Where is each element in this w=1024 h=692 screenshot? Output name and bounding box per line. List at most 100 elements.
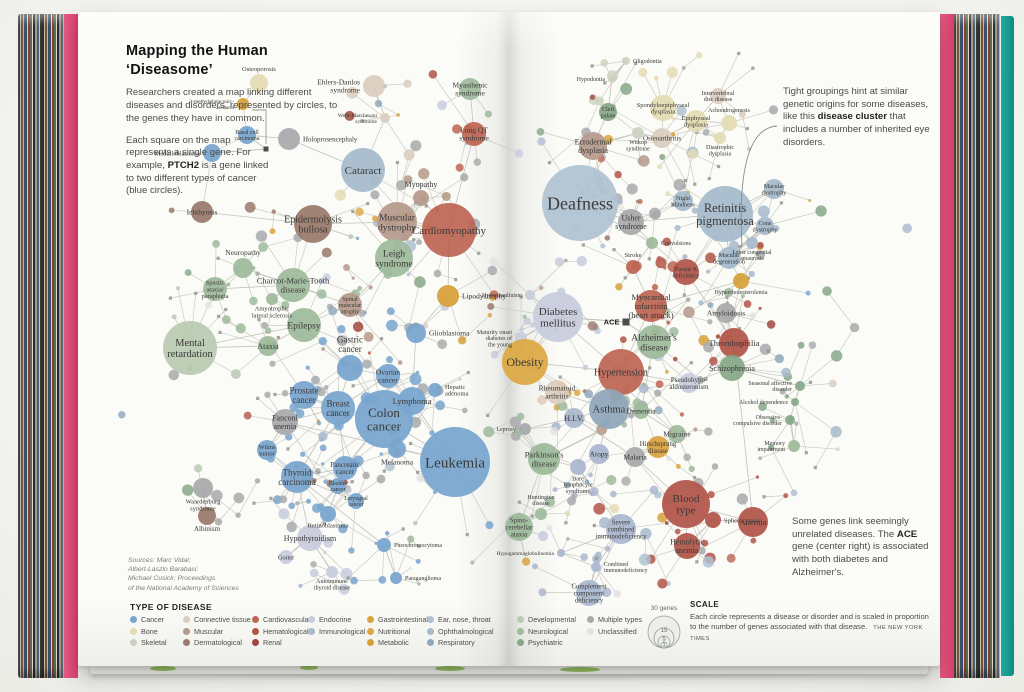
disease-label-leukemia: Leukemia (425, 455, 485, 471)
disease-label-cleftpalate: Cleft palate (601, 106, 616, 119)
satellite-node (774, 354, 784, 364)
gene-marker (592, 523, 596, 528)
page-edge-smudge (435, 666, 465, 671)
disease-label-barelymph: Bare lymphocyte syndrome (563, 475, 592, 495)
disease-node-barelymph (570, 459, 586, 475)
disease-label-parkinsons: Parkinson's disease (525, 450, 564, 469)
disease-node-retinitis (697, 186, 753, 242)
satellite-node (669, 326, 679, 337)
gene-marker (379, 337, 384, 341)
legend-column: Cancer Bone Skeletal (130, 615, 167, 650)
satellite-node (654, 406, 663, 415)
satellite-node (455, 163, 464, 172)
satellite-node (376, 474, 386, 484)
satellite-node (285, 433, 293, 441)
satellite-node (362, 471, 370, 480)
satellite-node (671, 116, 675, 121)
disease-node-cataract (341, 148, 385, 192)
legend-column: Ear, nose, throat Ophthalmological Respira… (427, 615, 494, 650)
disease-label-migraine: Migraine (663, 430, 691, 439)
legend-swatch-psychiatric (517, 639, 524, 647)
gene-marker (594, 557, 598, 561)
disease-label-goiter: Goiter (278, 554, 295, 561)
disease-node-macdeg (718, 247, 740, 269)
satellite-node (736, 493, 749, 505)
disease-label-ehlers: Ehlers-Danlos syndrome (317, 78, 361, 95)
scale-ring-label: 5 (662, 637, 666, 643)
scale-description: Each circle represents a disease or diso… (690, 612, 929, 643)
satellite-node (212, 240, 220, 248)
disease-label-wilms: Wilms tumor (258, 444, 276, 458)
disease-node-leukemia (420, 427, 490, 497)
disease-node-pheo (377, 538, 391, 552)
satellite-node (316, 387, 326, 397)
disease-label-deafness: Deafness (547, 193, 613, 213)
disease-node-holopros (278, 128, 300, 150)
disease-node-hyperchol (733, 273, 749, 289)
disease-node-waardenburg (193, 478, 213, 498)
gene-marker (395, 160, 400, 165)
satellite-node (269, 360, 276, 367)
disease-node-hypothyroid (297, 525, 323, 551)
satellite-node (536, 127, 545, 136)
satellite-node (743, 300, 752, 308)
gene-marker (424, 204, 428, 208)
satellite-node (316, 289, 327, 299)
satellite-node (317, 421, 322, 426)
legend-swatch-renal (252, 639, 259, 647)
satellite-node (701, 539, 709, 547)
satellite-node (522, 314, 527, 319)
satellite-node (681, 66, 686, 70)
satellite-node (604, 235, 611, 241)
satellite-node (385, 356, 394, 364)
disease-label-intervert: Intervertebral disc disease (702, 91, 735, 103)
satellite-node (567, 496, 577, 506)
satellite-node (264, 391, 271, 398)
disease-node-spondylo (650, 95, 676, 121)
gene-marker (350, 480, 354, 484)
gene-marker (412, 238, 416, 242)
satellite-node (709, 356, 718, 366)
disease-label-leprosy: Leprosy (496, 427, 516, 433)
satellite-node (726, 553, 736, 563)
disease-label-weill: Weill-Marchesani syndrome (338, 113, 378, 125)
satellite-node (790, 489, 798, 497)
satellite-node (657, 578, 668, 589)
disease-label-amyloidosis: Amyloidosis (707, 309, 745, 318)
disease-node-schizophrenia (719, 355, 745, 381)
legend-label: Renal (263, 638, 282, 648)
disease-node-retinoblastoma (320, 506, 336, 522)
satellite-node (651, 283, 659, 291)
satellite-node (613, 589, 621, 598)
gene-marker (612, 248, 616, 252)
legend-swatch-cardiovascular (252, 616, 259, 623)
disease-label-complement: Complement component deficiency (571, 583, 606, 604)
satellite-node (487, 313, 493, 318)
legend-label: Muscular (194, 626, 224, 636)
disease-node-stroke (626, 260, 640, 274)
disease-node-diastrophic (714, 132, 726, 144)
satellite-node (665, 191, 671, 197)
disease-node-ectodermal (579, 132, 607, 160)
legend-swatch-developmental (517, 616, 524, 623)
satellite-node (797, 341, 805, 349)
satellite-node (348, 547, 355, 554)
satellite-node (457, 336, 467, 345)
satellite-node (707, 302, 714, 308)
gene-marker (194, 291, 198, 295)
satellite-node (702, 129, 710, 136)
satellite-node (805, 290, 811, 296)
satellite-node (523, 317, 532, 326)
satellite-node (640, 527, 652, 540)
satellite-node (409, 373, 422, 386)
satellite-node (414, 276, 426, 288)
disease-node-complement (576, 580, 602, 606)
disease-node-convulsions (646, 237, 658, 249)
satellite-node (235, 512, 241, 518)
legend-label: Neurological (528, 626, 568, 636)
satellite-node (255, 271, 260, 276)
disease-node-obesity (502, 339, 548, 385)
satellite-node (490, 350, 499, 359)
satellite-node (355, 236, 360, 241)
